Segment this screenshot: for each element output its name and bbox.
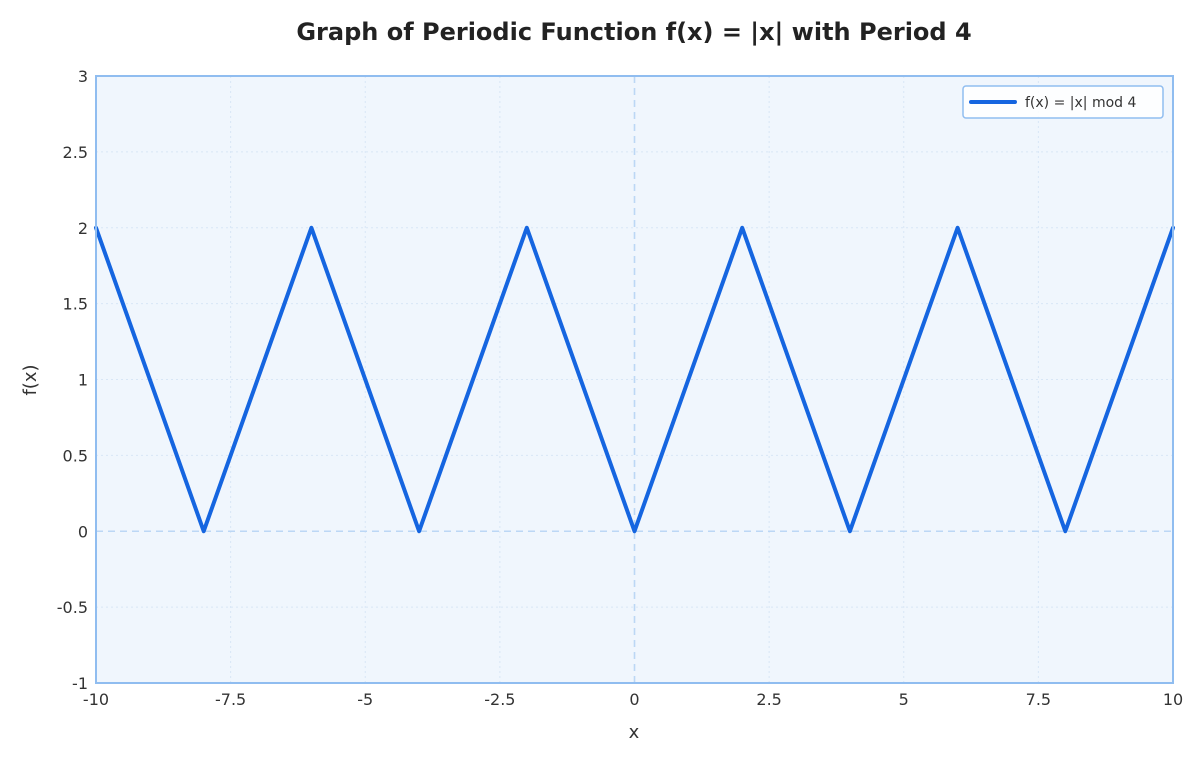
y-tick-label: 1 <box>78 371 88 390</box>
x-tick-label: 2.5 <box>756 690 781 709</box>
x-tick-label: -2.5 <box>484 690 515 709</box>
legend: f(x) = |x| mod 4 <box>962 85 1164 119</box>
x-tick-label: -7.5 <box>215 690 246 709</box>
x-axis-ticks: -10 -7.5 -5 -2.5 0 2.5 5 7.5 10 <box>83 690 1183 709</box>
grid-lines <box>96 76 1173 683</box>
y-tick-label: -0.5 <box>57 598 88 617</box>
x-tick-label: -5 <box>357 690 373 709</box>
y-tick-label: -1 <box>72 674 88 693</box>
plot-frame <box>95 75 1174 684</box>
y-tick-label: 0 <box>78 522 88 541</box>
y-tick-label: 3 <box>78 67 88 86</box>
series-layer <box>94 225 1175 534</box>
zero-lines <box>96 76 1173 683</box>
y-axis-ticks: -1 -0.5 0 0.5 1 1.5 2 2.5 3 <box>57 67 88 693</box>
x-axis-label: x <box>629 722 640 743</box>
chart-title: Graph of Periodic Function f(x) = |x| wi… <box>296 18 971 46</box>
y-tick-label: 1.5 <box>63 295 88 314</box>
x-tick-label: 7.5 <box>1026 690 1051 709</box>
x-tick-label: 5 <box>899 690 909 709</box>
x-tick-label: -10 <box>83 690 109 709</box>
y-tick-label: 2 <box>78 219 88 238</box>
y-tick-label: 2.5 <box>63 143 88 162</box>
x-tick-label: 0 <box>629 690 639 709</box>
legend-label: f(x) = |x| mod 4 <box>1025 95 1136 111</box>
legend-box <box>962 85 1164 119</box>
y-axis-label: f(x) <box>20 364 41 395</box>
series-line <box>94 225 1175 534</box>
y-tick-label: 0.5 <box>63 446 88 465</box>
x-tick-label: 10 <box>1163 690 1183 709</box>
